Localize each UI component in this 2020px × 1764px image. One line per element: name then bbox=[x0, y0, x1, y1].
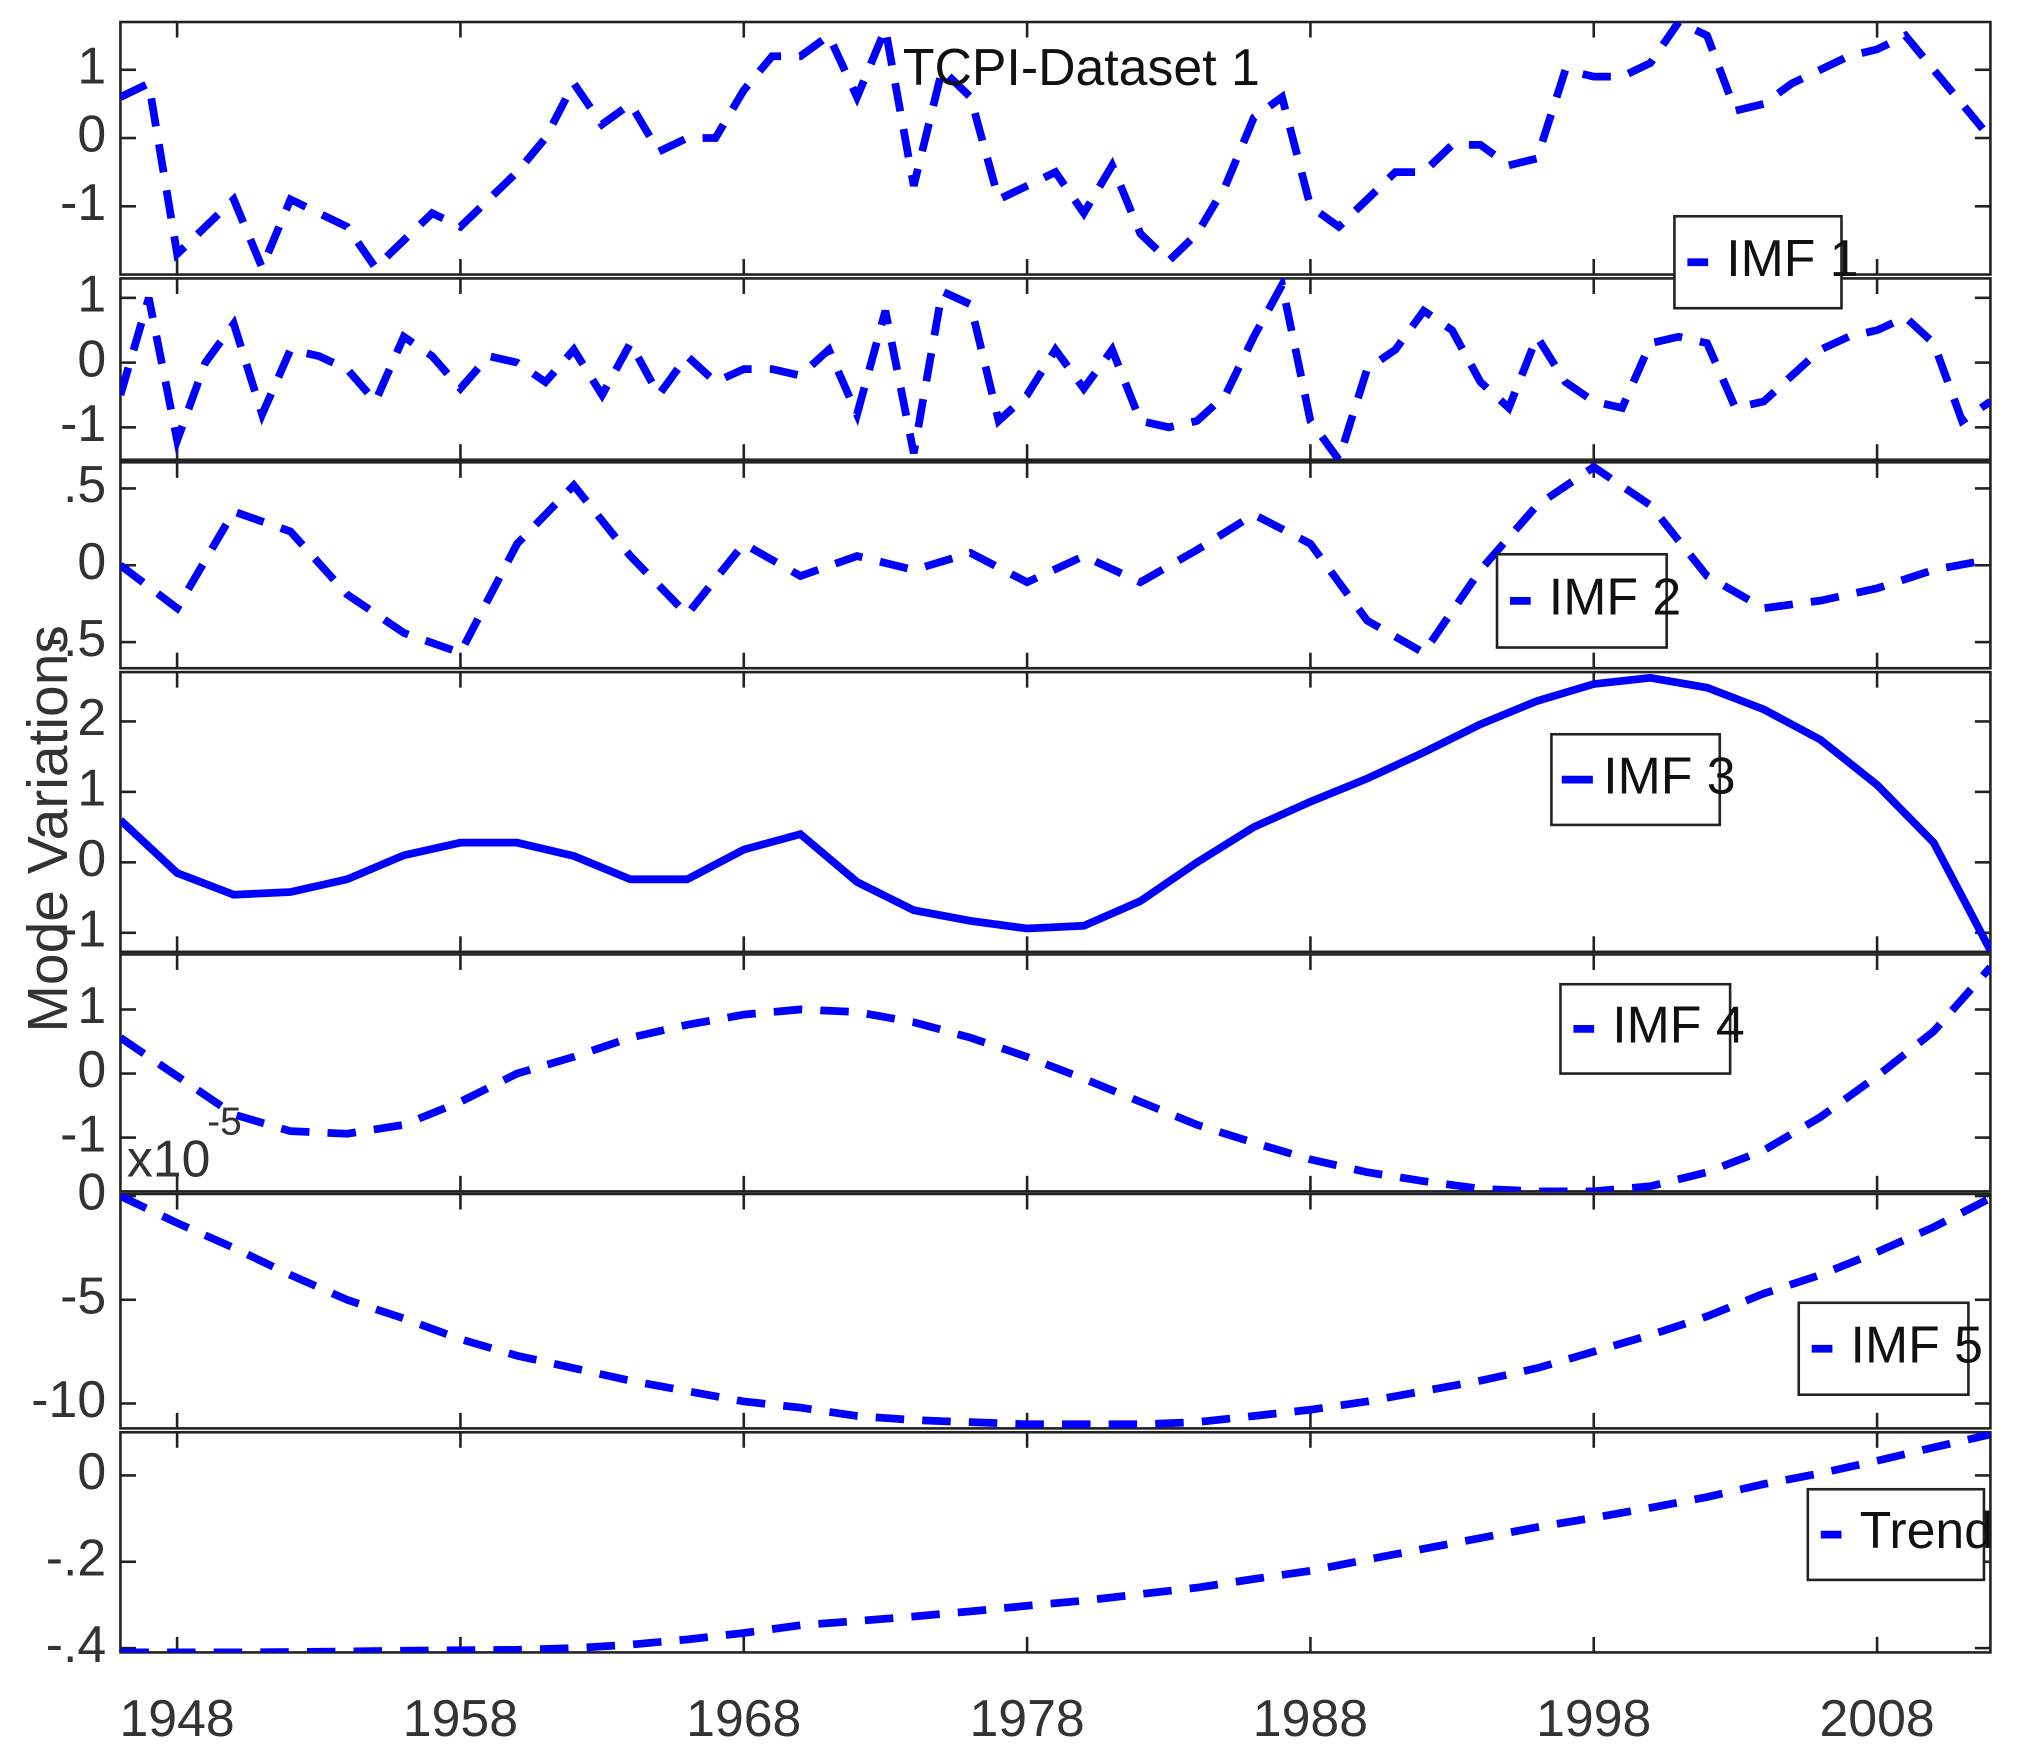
chart-title: TCPI-Dataset 1 bbox=[903, 38, 1260, 96]
legend-label: IMF 3 bbox=[1603, 746, 1735, 804]
legend-label: Trend bbox=[1860, 1501, 1993, 1559]
series-line bbox=[120, 22, 1991, 275]
y-axis-label: Mode Variations bbox=[16, 625, 80, 1032]
series-line bbox=[120, 673, 1991, 952]
x-tick-label: 1998 bbox=[1536, 1689, 1651, 1747]
axes-box bbox=[119, 1430, 1992, 1654]
x-tick-label: 1988 bbox=[1253, 1689, 1368, 1747]
legend-label: IMF 2 bbox=[1549, 568, 1681, 626]
y-tick-label: 0 bbox=[77, 105, 106, 163]
y-tick-label: -1 bbox=[60, 394, 106, 452]
y-tick-label: 0 bbox=[77, 1040, 106, 1098]
x-tick-label: 1968 bbox=[686, 1689, 801, 1747]
x-tick-label: 2008 bbox=[1819, 1689, 1934, 1747]
y-tick-label: 0 bbox=[77, 329, 106, 387]
legend-label: IMF 4 bbox=[1612, 996, 1744, 1054]
axis-exponent: -5 bbox=[207, 1100, 242, 1143]
y-tick-label: -.5 bbox=[46, 609, 106, 667]
y-tick-label: 0 bbox=[77, 532, 106, 590]
series-line bbox=[120, 462, 1991, 658]
y-tick-label: -1 bbox=[60, 1104, 106, 1162]
y-tick-label: 0 bbox=[77, 829, 106, 887]
x-tick-label: 1948 bbox=[119, 1689, 234, 1747]
y-tick-label: 1 bbox=[77, 265, 106, 323]
y-tick-label: 0 bbox=[77, 1442, 106, 1500]
y-tick-label: -.4 bbox=[46, 1615, 106, 1673]
legend-label: IMF 1 bbox=[1726, 229, 1858, 287]
y-tick-label: -1 bbox=[60, 173, 106, 231]
y-tick-label: 0 bbox=[77, 1163, 106, 1221]
series-line bbox=[120, 964, 1991, 1192]
y-tick-label: 1 bbox=[77, 36, 106, 94]
series-line bbox=[120, 278, 1991, 460]
y-tick-label: -.2 bbox=[46, 1528, 106, 1586]
series-line bbox=[120, 1193, 1991, 1429]
y-tick-label: 1 bbox=[77, 976, 106, 1034]
y-tick-label: .5 bbox=[63, 455, 106, 513]
axis-multiplier: x10 bbox=[127, 1130, 211, 1188]
series-line bbox=[120, 1432, 1991, 1653]
y-tick-label: 1 bbox=[77, 759, 106, 817]
axes-box bbox=[119, 1192, 1992, 1430]
x-tick-label: 1978 bbox=[969, 1689, 1084, 1747]
y-tick-label: 2 bbox=[77, 688, 106, 746]
y-tick-label: -5 bbox=[60, 1266, 106, 1324]
y-tick-label: -10 bbox=[31, 1370, 106, 1428]
legend-label: IMF 5 bbox=[1851, 1315, 1983, 1373]
legend-box bbox=[1550, 732, 1722, 827]
y-tick-label: -1 bbox=[60, 899, 106, 957]
x-tick-label: 1958 bbox=[403, 1689, 518, 1747]
